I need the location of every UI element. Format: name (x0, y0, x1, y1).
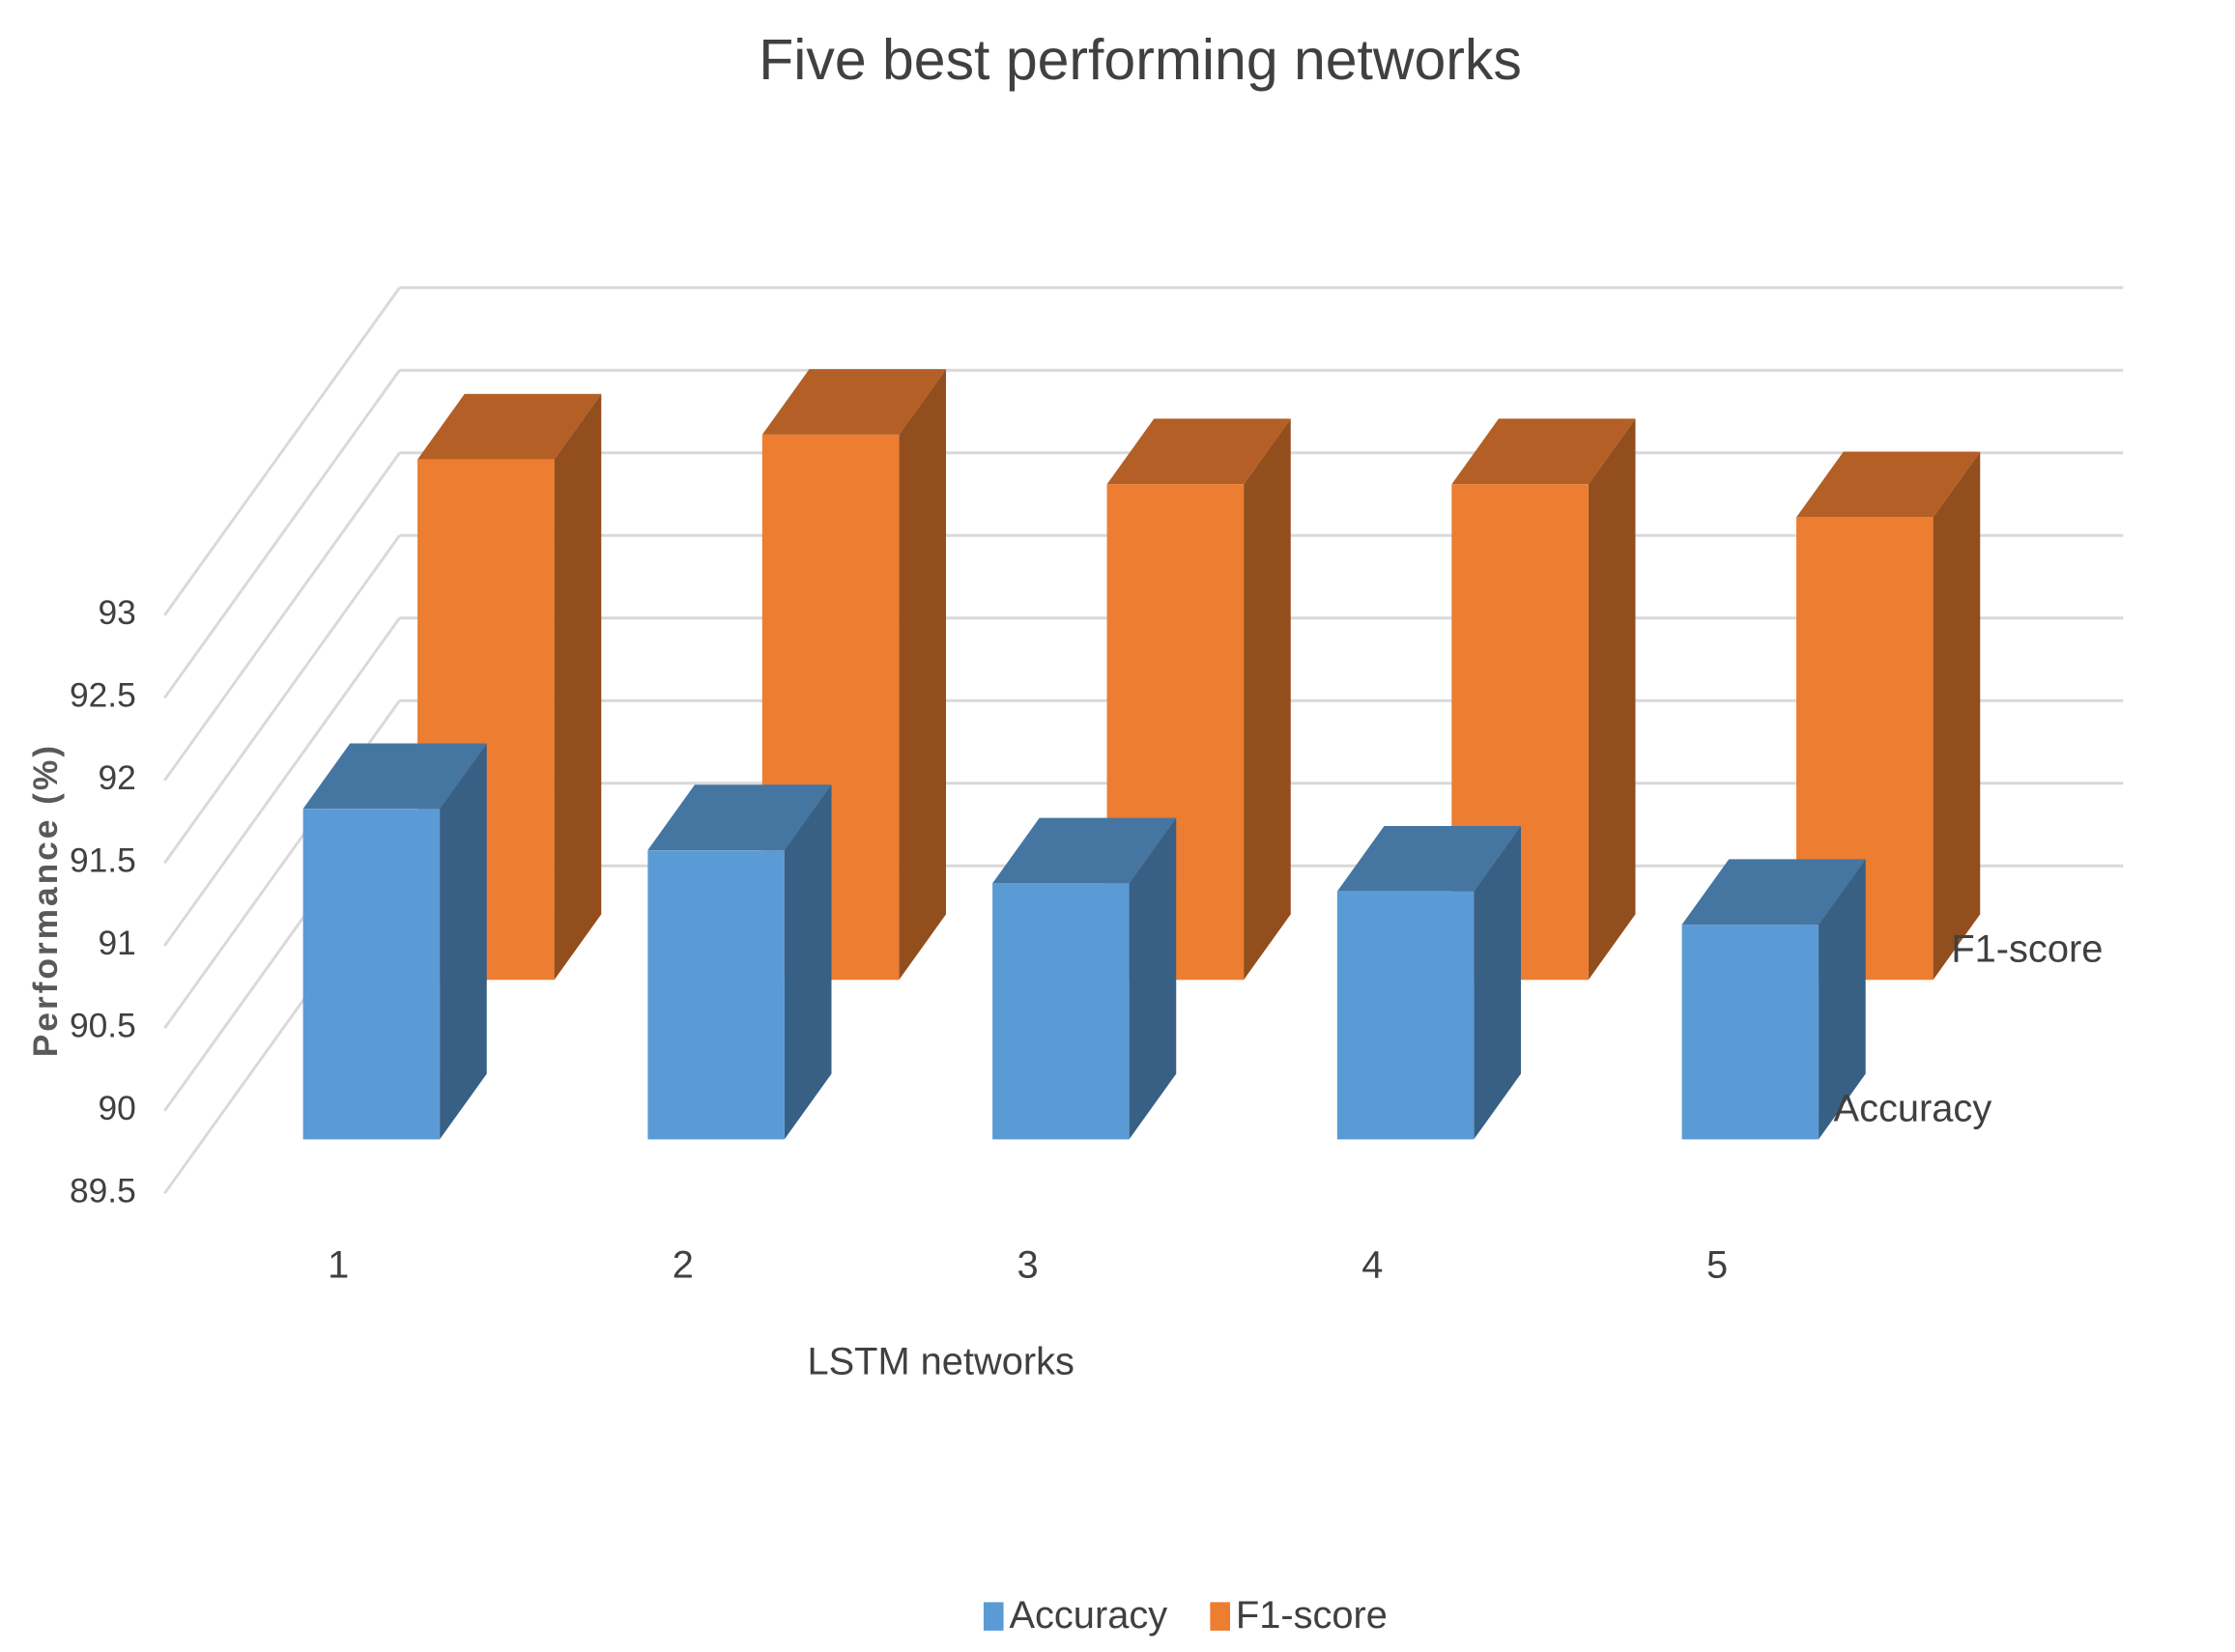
y-tick-label: 90.5 (70, 1008, 136, 1045)
bar-top (992, 817, 1177, 884)
bar-side (554, 393, 602, 981)
bar-side (1588, 418, 1636, 981)
bar-side (1474, 826, 1521, 1140)
bar-top (302, 743, 487, 810)
x-tick-label: 2 (673, 1243, 694, 1286)
grid-line (163, 534, 401, 865)
bar-top (1796, 451, 1981, 518)
x-axis-title: LSTM networks (807, 1341, 1074, 1383)
bar (302, 809, 441, 1140)
legend-label: Accuracy (1009, 1594, 1167, 1637)
grid-line (163, 616, 401, 947)
y-tick-label: 91 (98, 925, 135, 962)
bar-side (1244, 418, 1291, 981)
y-tick-label: 89.5 (70, 1173, 136, 1211)
x-tick-label: 4 (1361, 1243, 1383, 1286)
grid-line (163, 451, 401, 782)
x-tick-label: 5 (1706, 1243, 1728, 1286)
bar-top (1681, 859, 1866, 926)
bar-top (1336, 826, 1521, 892)
bar (1336, 891, 1475, 1140)
bar (647, 850, 785, 1140)
x-tick-label: 1 (328, 1243, 349, 1286)
grid-line (163, 286, 401, 616)
bar-side (1819, 859, 1866, 1140)
legend-swatch (1210, 1602, 1230, 1631)
legend-label: F1-score (1236, 1594, 1388, 1637)
y-tick-label: 91.5 (70, 842, 136, 880)
bar-top (1106, 418, 1291, 485)
y-tick-label: 92 (98, 759, 135, 797)
bar-side (440, 743, 487, 1140)
bar-top (761, 369, 947, 435)
grid-line (163, 369, 401, 699)
depth-axis-label: F1-score (1951, 927, 2103, 970)
bar (992, 883, 1130, 1140)
bar-side (1129, 817, 1177, 1140)
y-tick-label: 90 (98, 1090, 135, 1127)
bar-top (647, 784, 832, 851)
bar-side (899, 369, 947, 981)
bar-top (417, 393, 602, 460)
bar-side (784, 784, 832, 1140)
chart-title: Five best performing networks (759, 29, 1522, 92)
bar (1681, 925, 1820, 1140)
x-tick-label: 3 (1017, 1243, 1039, 1286)
y-tick-label: 93 (98, 594, 135, 632)
legend-swatch (983, 1602, 1004, 1631)
y-tick-label: 92.5 (70, 677, 136, 715)
bar-top (1451, 418, 1636, 485)
bar-side (1933, 451, 1981, 981)
depth-axis-label: Accuracy (1834, 1087, 1992, 1129)
y-axis-title: Performance (%) (27, 743, 65, 1057)
